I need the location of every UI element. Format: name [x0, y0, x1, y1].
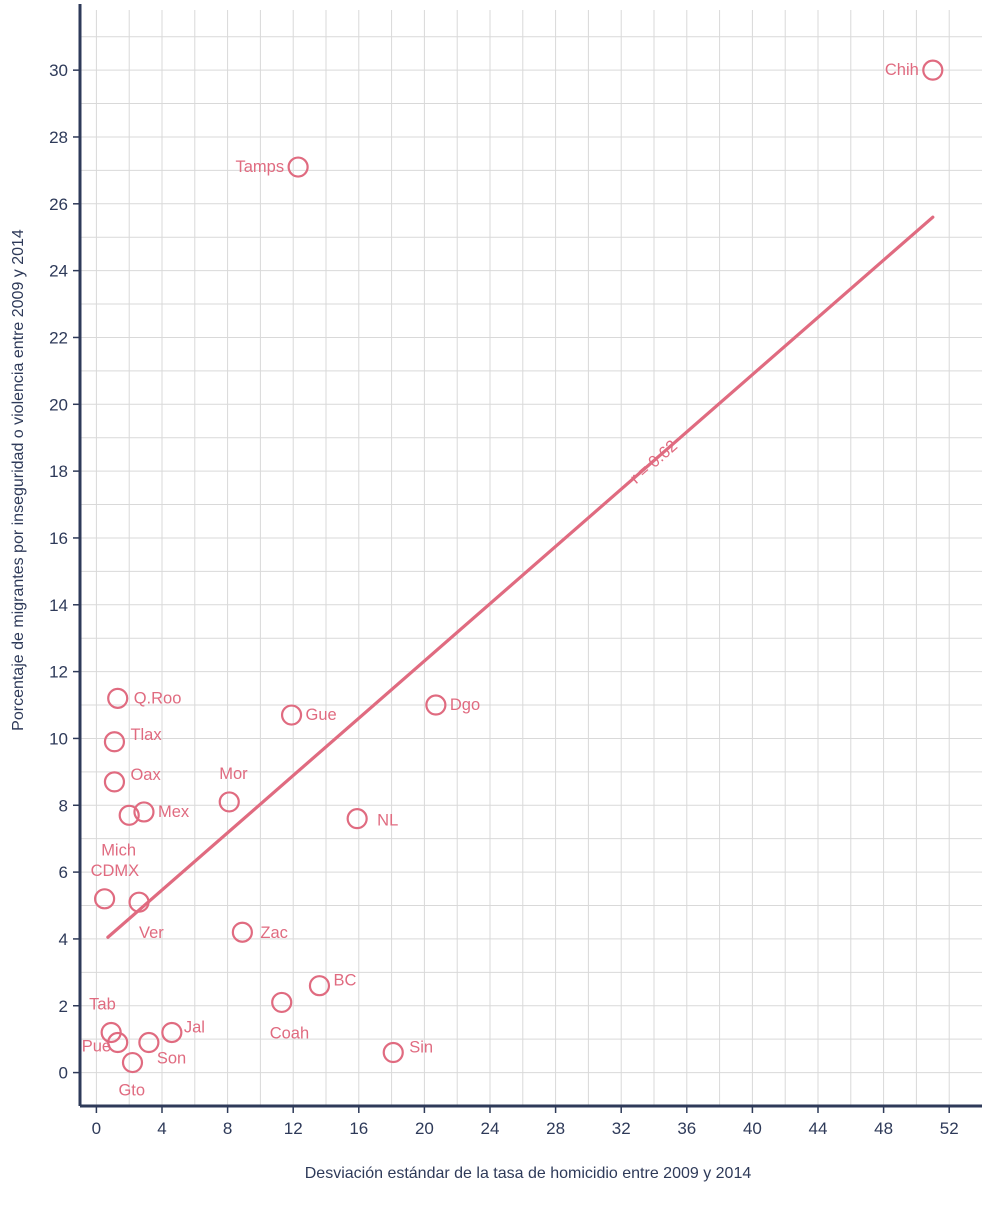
- data-point-son: [138, 1031, 160, 1054]
- data-point-mich: [118, 804, 140, 826]
- point-label: Ver: [139, 924, 164, 942]
- data-point-chih: [922, 59, 944, 81]
- x-tick-label: 8: [223, 1119, 232, 1138]
- x-tick-label: 44: [809, 1119, 828, 1138]
- axes: [78, 4, 982, 1108]
- x-tick-label: 32: [612, 1119, 631, 1138]
- trendline: [106, 215, 935, 939]
- data-point-ver: [128, 891, 150, 913]
- data-points: [93, 59, 944, 1074]
- point-label: Chih: [885, 61, 919, 79]
- trendline-group: r = 0.62: [106, 215, 935, 939]
- data-point-mor: [218, 791, 240, 813]
- grid: [80, 10, 982, 1106]
- y-tick-label: 26: [49, 195, 68, 214]
- point-label: Mor: [219, 765, 248, 783]
- point-label: Tab: [89, 995, 116, 1013]
- y-tick-label: 16: [49, 529, 68, 548]
- point-label: Sin: [409, 1039, 433, 1057]
- point-labels: Chih Tamps Q.Roo Tlax Oax Mex Mich CDMX Ver Mor Gu…: [82, 61, 919, 1099]
- point-label: Tamps: [236, 158, 285, 176]
- data-point-dgo: [425, 694, 447, 716]
- point-label: Jal: [184, 1018, 205, 1036]
- y-tick-label: 14: [49, 596, 68, 615]
- x-tick-label: 0: [92, 1119, 101, 1138]
- point-label: Q.Roo: [134, 689, 182, 707]
- data-point-tamps: [287, 156, 309, 178]
- data-point-oax: [103, 771, 126, 793]
- point-label: CDMX: [91, 862, 140, 880]
- y-tick-label: 2: [59, 997, 68, 1016]
- point-label: Coah: [270, 1024, 309, 1042]
- point-label: Oax: [130, 766, 161, 784]
- y-tick-label: 10: [49, 729, 68, 748]
- data-point-gue: [280, 704, 303, 726]
- y-tick-label: 8: [59, 796, 68, 815]
- point-label: Tlax: [130, 726, 162, 744]
- point-label: Pue: [82, 1038, 111, 1056]
- x-axis-label: Desviación estándar de la tasa de homici…: [305, 1165, 752, 1182]
- x-tick-label: 36: [677, 1119, 696, 1138]
- data-point-nl: [346, 808, 368, 830]
- x-tick-label: 12: [284, 1119, 303, 1138]
- y-tick-label: 18: [49, 462, 68, 481]
- point-label: Mich: [101, 841, 136, 859]
- point-label: Dgo: [450, 696, 480, 714]
- y-tick-label: 28: [49, 128, 68, 147]
- point-label: Gue: [306, 706, 337, 724]
- data-point-cdmx: [93, 888, 116, 910]
- y-tick-label: 6: [59, 863, 68, 882]
- point-label: Zac: [260, 924, 288, 942]
- y-tick-label: 24: [49, 262, 68, 281]
- x-tick-label: 28: [546, 1119, 565, 1138]
- x-tick-label: 20: [415, 1119, 434, 1138]
- point-label: BC: [333, 972, 356, 990]
- x-tick-label: 40: [743, 1119, 762, 1138]
- data-point-coah: [271, 991, 293, 1014]
- x-tick-label: 52: [940, 1119, 959, 1138]
- x-tick-label: 48: [874, 1119, 893, 1138]
- x-tick-label: 16: [349, 1119, 368, 1138]
- data-point-mex: [133, 801, 155, 823]
- y-tick-label: 0: [59, 1064, 68, 1083]
- y-axis-label: Porcentaje de migrantes por inseguridad …: [10, 229, 27, 731]
- data-point-bc: [308, 975, 331, 997]
- x-tick-label: 4: [157, 1119, 166, 1138]
- y-tick-label: 4: [59, 930, 68, 949]
- data-point-pue: [107, 1031, 129, 1054]
- y-tick-label: 22: [49, 328, 68, 347]
- x-tick-label: 24: [481, 1119, 500, 1138]
- y-tick-label: 30: [49, 61, 68, 80]
- point-label: NL: [377, 812, 398, 830]
- y-tick-label: 12: [49, 663, 68, 682]
- data-point-qroo: [107, 687, 129, 709]
- data-point-sin: [382, 1041, 404, 1064]
- y-tick-label: 20: [49, 395, 68, 414]
- data-point-tlax: [103, 731, 126, 753]
- point-label: Mex: [158, 803, 190, 821]
- data-point-jal: [161, 1021, 183, 1044]
- point-label: Gto: [118, 1082, 145, 1100]
- point-label: Son: [157, 1050, 186, 1068]
- tick-labels: 0 4 8 12 16 20 24 28 32 36 40 44 48 52024681012141618…: [49, 61, 959, 1138]
- data-point-gto: [121, 1051, 144, 1074]
- data-point-zac: [231, 921, 253, 943]
